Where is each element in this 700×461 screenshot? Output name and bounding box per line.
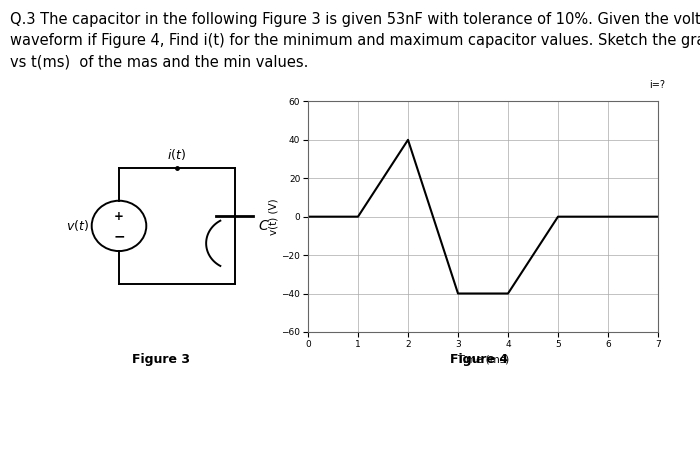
Text: +: + bbox=[114, 210, 124, 223]
Text: Q.3 The capacitor in the following Figure 3 is given 53nF with tolerance of 10%.: Q.3 The capacitor in the following Figur… bbox=[10, 12, 700, 70]
Text: i=?: i=? bbox=[649, 80, 665, 89]
Y-axis label: v(t) (V): v(t) (V) bbox=[269, 198, 279, 235]
Text: $C$: $C$ bbox=[258, 219, 270, 233]
Text: $i(t)$: $i(t)$ bbox=[167, 147, 186, 162]
X-axis label: Time (ms): Time (ms) bbox=[457, 354, 509, 364]
Text: −: − bbox=[113, 230, 125, 243]
Text: $v(t)$: $v(t)$ bbox=[66, 219, 88, 233]
Text: Figure 4: Figure 4 bbox=[450, 353, 509, 366]
Text: Figure 3: Figure 3 bbox=[132, 353, 190, 366]
